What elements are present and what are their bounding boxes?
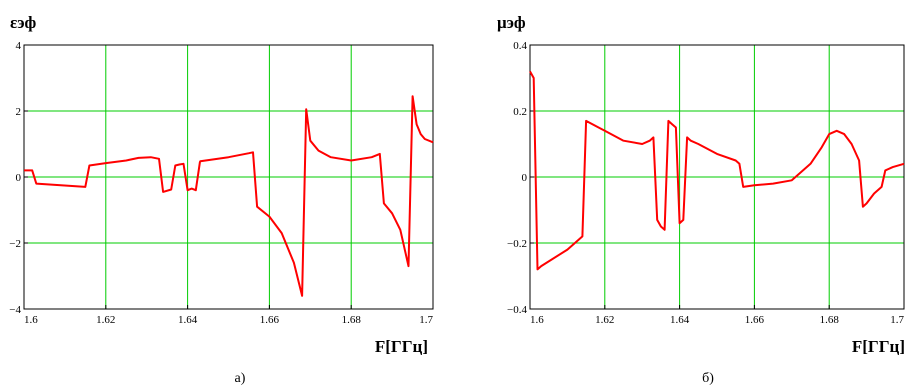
- chart-2-x-tick-label: 1.6: [530, 314, 544, 326]
- chart-2-y-tick-label: 0.2: [513, 106, 527, 118]
- chart-1-x-axis-label: F[ГГц]: [375, 337, 428, 356]
- chart-1-x-tick-label: 1.66: [260, 314, 280, 326]
- chart-1-x-tick-label: 1.7: [419, 314, 433, 326]
- chart-2-x-axis-label: F[ГГц]: [852, 337, 905, 356]
- chart-2-series-line: [529, 70, 905, 271]
- chart-1-x-tick-label: 1.68: [342, 314, 362, 326]
- chart-2-x-tick-label: 1.64: [670, 314, 690, 326]
- chart-1-y-tick-label: −4: [9, 304, 21, 316]
- chart-1-x-tick-label: 1.6: [24, 314, 38, 326]
- chart-2-y-tick-label: 0.4: [513, 40, 527, 52]
- chart-1-series-line: [24, 95, 434, 297]
- chart-1-caption: а): [235, 371, 246, 386]
- chart-1-x-tick-label: 1.62: [96, 314, 115, 326]
- chart-2-y-axis-label: μэф: [497, 13, 526, 32]
- chart-2-y-tick-label: −0.2: [507, 238, 527, 250]
- chart-1-x-tick-label: 1.64: [178, 314, 198, 326]
- chart-1-y-axis-label: εэф: [10, 13, 37, 32]
- chart-1-y-tick-label: −2: [9, 238, 21, 250]
- chart-2-x-tick-label: 1.66: [745, 314, 765, 326]
- chart-1-y-tick-label: 2: [16, 106, 22, 118]
- chart-2-y-tick-label: 0: [522, 172, 528, 184]
- chart-1-y-tick-label: 4: [16, 40, 22, 52]
- chart-2-x-tick-label: 1.7: [890, 314, 904, 326]
- chart-2-y-tick-label: −0.4: [507, 304, 527, 316]
- chart-1-y-tick-label: 0: [16, 172, 22, 184]
- chart-2-x-tick-label: 1.62: [595, 314, 614, 326]
- chart-2-caption: б): [702, 371, 714, 386]
- chart-2-x-tick-label: 1.68: [820, 314, 840, 326]
